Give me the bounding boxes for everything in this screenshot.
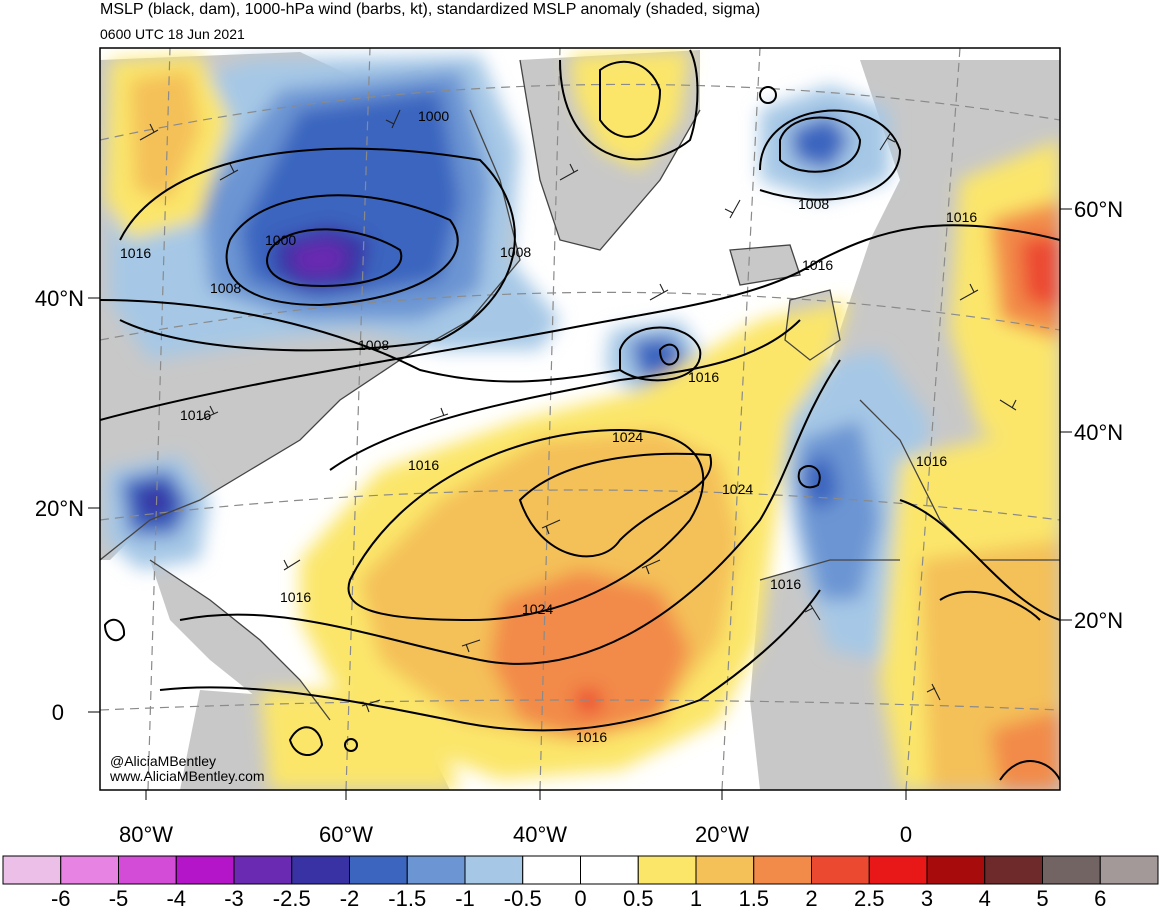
colorbar-box [580,855,639,885]
colorbar-box [753,855,812,885]
isobar-label: 1024 [722,481,753,497]
colorbar-tick-label: 2.5 [854,886,885,911]
colorbar-tick-label: 1.5 [738,886,769,911]
colorbar-tick-label: 5 [1036,886,1048,911]
colorbar-box [695,855,755,885]
isobar-label: 1008 [358,337,389,353]
anomaly-shading [105,50,1060,790]
colorbar-tick-label: 6 [1094,886,1106,911]
colorbar-box [349,855,408,885]
colorbar-box [233,855,293,885]
colorbar-box [464,855,524,885]
colorbar-tick-label: 4 [979,886,991,911]
lat-label-right: 60°N [1074,197,1123,222]
isobar-label: 1016 [120,245,151,261]
map-field: 1000 1000 1016 1008 1008 1008 1008 1016 … [100,48,1060,790]
colorbar-tick-label: -6 [51,886,71,911]
isobar-label: 1016 [180,407,211,423]
colorbar-box [811,855,870,885]
lon-label: 0 [900,822,912,847]
isobar-label: 1024 [522,601,553,617]
colorbar-boxes [2,855,1159,885]
graticule [100,48,1060,790]
colorbar-box [406,855,466,885]
colorbar-box [118,855,177,885]
credit-handle: @AliciaMBentley [110,753,216,769]
isobar-label: 1016 [802,257,833,273]
isobar-label: 1000 [265,232,296,248]
isobar-label: 1024 [612,429,643,445]
colorbar-box [1099,855,1159,885]
lat-label-left: 0 [52,700,64,725]
map-title: MSLP (black, dam), 1000-hPa wind (barbs,… [100,1,761,18]
iceland [730,245,800,285]
axis-labels: 80°W 60°W 40°W 20°W 0 40°N 20°N 0 60°N 4… [35,197,1123,847]
colorbar-box [637,855,697,885]
lon-label: 60°W [319,822,373,847]
colorbar-tick-label: 0 [574,886,586,911]
colorbar-box [60,855,119,885]
frame-ticks [88,208,1072,800]
isobar-label: 1016 [280,589,311,605]
isobar-label: 1016 [408,457,439,473]
isobar-labels: 1000 1000 1016 1008 1008 1008 1008 1016 … [120,108,977,745]
colorbar-tick-label: -2.5 [273,886,311,911]
isobar-label: 1008 [210,280,241,296]
lon-label: 20°W [695,822,749,847]
isobar-label: 1016 [916,453,947,469]
colorbar-box [868,855,928,885]
colorbar-tick-label: -3 [224,886,244,911]
colorbar-tick-label: -1 [455,886,475,911]
isobar-label: 1016 [576,729,607,745]
valid-time: 0600 UTC 18 Jun 2021 [100,26,245,42]
colorbar-tick-label: 1 [690,886,702,911]
isobar-label: 1000 [418,108,449,124]
lat-label-left: 40°N [35,286,84,311]
lat-label-left: 20°N [35,496,84,521]
lat-label-right: 40°N [1074,420,1123,445]
coastlines [100,59,1060,721]
isobar-label: 1016 [770,576,801,592]
credit-website: www.AliciaMBentley.com [109,768,265,784]
isobar-label: 1016 [946,209,977,225]
isobar-label: 1008 [500,244,531,260]
isobar-label: 1016 [688,369,719,385]
lat-label-right: 20°N [1074,608,1123,633]
colorbar-tick-label: -4 [166,886,186,911]
colorbar-tick-label: 2 [805,886,817,911]
colorbar-box [175,855,235,885]
lon-label: 40°W [513,822,567,847]
colorbar-tick-label: 3 [921,886,933,911]
map-frame [99,47,1061,791]
colorbar-tick-label: -1.5 [388,886,426,911]
colorbar-box [984,855,1043,885]
wind-barbs [139,109,1017,713]
colorbar-tick-label: -2 [340,886,360,911]
colorbar-tick-labels: -6 -5 -4 -3 -2.5 -2 -1.5 -1 -0.5 0 0.5 1 1.5 2 2.5 3 4 5 6 [51,886,1106,911]
isobar-label: 1008 [798,196,829,212]
colorbar-box [926,855,986,885]
lon-label: 80°W [119,822,173,847]
colorbar-box [291,855,350,885]
south-america-anomaly [260,690,460,790]
isobars [100,49,1060,781]
colorbar-tick-label: 0.5 [623,886,654,911]
colorbar-box [2,855,62,885]
colorbar-box [522,855,581,885]
colorbar-box [1042,855,1101,885]
colorbar-tick-label: -5 [109,886,129,911]
colorbar-tick-label: -0.5 [504,886,542,911]
